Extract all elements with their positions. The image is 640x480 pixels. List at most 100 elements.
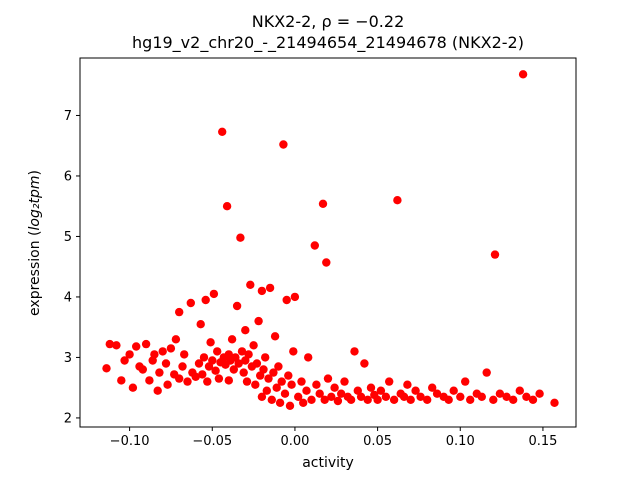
- data-point: [178, 362, 187, 371]
- data-point: [502, 392, 511, 401]
- data-point: [290, 292, 300, 302]
- data-point: [333, 396, 343, 406]
- data-point: [535, 389, 544, 398]
- data-point: [183, 377, 192, 386]
- data-point: [265, 283, 275, 293]
- data-point: [399, 392, 409, 401]
- data-point: [206, 338, 215, 347]
- data-point: [199, 353, 209, 362]
- data-point: [312, 380, 321, 389]
- y-axis-label-math: log₂tpm: [27, 175, 43, 231]
- x-tick-label: 0.15: [528, 434, 557, 449]
- data-point: [403, 380, 412, 389]
- data-point: [477, 392, 486, 401]
- data-point: [320, 395, 329, 404]
- data-point: [138, 365, 147, 374]
- data-point: [277, 377, 286, 386]
- data-point: [257, 392, 267, 401]
- data-point: [145, 376, 154, 385]
- data-point: [175, 307, 184, 317]
- data-point: [327, 392, 336, 401]
- data-point: [251, 380, 260, 389]
- data-point: [232, 301, 242, 311]
- data-point: [389, 395, 399, 404]
- data-point: [289, 347, 298, 356]
- data-point: [117, 376, 126, 385]
- data-point: [275, 398, 285, 407]
- data-point: [373, 395, 382, 404]
- data-point: [249, 341, 258, 350]
- data-point: [257, 286, 267, 296]
- data-point: [128, 383, 138, 392]
- y-tick-label: 3: [64, 351, 72, 366]
- data-point: [224, 376, 233, 385]
- data-point: [284, 371, 293, 380]
- data-point: [515, 386, 524, 395]
- data-point: [428, 383, 437, 392]
- data-point: [294, 392, 303, 401]
- data-point: [125, 350, 134, 359]
- x-tick-label: −0.10: [110, 434, 150, 449]
- data-point: [166, 344, 176, 353]
- data-points-layer: [102, 70, 559, 410]
- data-point: [456, 392, 465, 401]
- data-point: [423, 395, 432, 404]
- data-point: [280, 389, 290, 398]
- x-axis-ticks: −0.10 −0.05 0.00 0.05 0.10 0.15: [110, 427, 557, 449]
- data-point: [350, 347, 359, 356]
- data-point: [366, 383, 376, 392]
- data-point: [495, 389, 505, 398]
- y-tick-label: 6: [64, 169, 72, 184]
- data-point: [105, 339, 115, 349]
- data-point: [299, 398, 308, 407]
- data-point: [239, 368, 248, 377]
- data-point: [211, 366, 220, 375]
- data-point: [406, 395, 415, 404]
- data-point: [201, 295, 210, 305]
- data-point: [175, 374, 184, 383]
- data-point: [252, 359, 262, 368]
- chart-title-line1: NKX2-2, ρ = −0.22: [251, 12, 405, 31]
- data-point: [337, 389, 346, 398]
- data-point: [269, 368, 278, 377]
- data-point: [191, 372, 200, 381]
- y-axis-label-suffix: ): [27, 170, 43, 176]
- data-point: [272, 383, 281, 392]
- data-point: [302, 386, 311, 395]
- data-point: [490, 250, 500, 259]
- data-point: [171, 335, 181, 344]
- data-point: [307, 395, 316, 404]
- data-point: [242, 377, 252, 386]
- data-point: [208, 356, 217, 365]
- data-point: [244, 350, 253, 359]
- data-point: [254, 316, 263, 326]
- data-point: [218, 127, 227, 136]
- data-point: [196, 320, 205, 329]
- data-point: [444, 395, 453, 404]
- data-point: [227, 335, 237, 344]
- data-point: [236, 233, 245, 242]
- data-point: [528, 395, 538, 404]
- data-point: [102, 364, 111, 373]
- data-point: [194, 359, 204, 368]
- x-tick-label: 0.05: [363, 434, 392, 449]
- data-point: [180, 350, 189, 359]
- data-point: [274, 362, 283, 371]
- data-point: [482, 368, 491, 377]
- data-point: [270, 332, 280, 341]
- data-point: [340, 377, 349, 386]
- data-point: [246, 280, 255, 289]
- y-tick-label: 7: [64, 109, 72, 124]
- x-tick-label: −0.05: [192, 434, 232, 449]
- chart-title-line2: hg19_v2_chr20_-_21494654_21494678 (NKX2-…: [132, 33, 524, 52]
- data-point: [237, 347, 247, 356]
- data-point: [432, 389, 442, 398]
- x-axis-label: activity: [302, 455, 354, 471]
- data-point: [346, 395, 356, 404]
- data-point: [132, 342, 141, 351]
- data-point: [282, 295, 291, 305]
- data-point: [186, 298, 195, 308]
- data-point: [315, 389, 324, 398]
- data-point: [141, 339, 151, 349]
